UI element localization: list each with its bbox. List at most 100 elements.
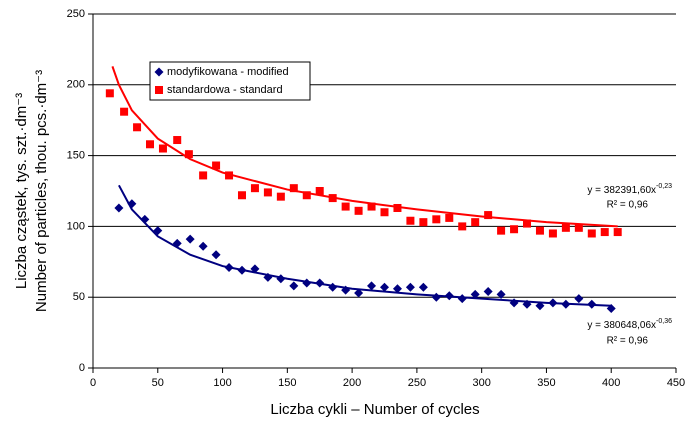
- point: [328, 282, 338, 292]
- point: [613, 228, 622, 237]
- point: [173, 136, 182, 145]
- point: [367, 281, 377, 291]
- point: [496, 289, 506, 299]
- equation-text: y = 380648,06x: [587, 320, 656, 331]
- point: [484, 211, 493, 220]
- point: [211, 250, 221, 260]
- point: [289, 184, 298, 193]
- point: [561, 299, 571, 309]
- point: [457, 294, 467, 304]
- legend-box: [149, 61, 311, 101]
- y-tick-label: 0: [79, 362, 85, 374]
- point: [114, 203, 124, 213]
- point: [172, 238, 182, 248]
- x-axis-label: Liczba cykli – Number of cycles: [270, 401, 479, 418]
- point: [380, 208, 389, 217]
- point: [548, 229, 557, 238]
- point: [587, 299, 597, 309]
- point: [140, 214, 150, 224]
- point: [105, 89, 114, 98]
- legend-label: modyfikowana - modified: [167, 66, 289, 78]
- legend: modyfikowana - modified standardowa - sta…: [149, 61, 311, 101]
- point: [341, 202, 350, 211]
- point: [574, 223, 583, 232]
- y-axis-label: Liczba cząstek, tys. szt.·dm⁻³: [13, 93, 30, 289]
- y-tick-label: 50: [73, 291, 85, 303]
- point: [224, 262, 234, 272]
- point: [483, 287, 493, 297]
- point: [523, 219, 532, 228]
- point: [289, 281, 299, 291]
- x-tick-label: 200: [343, 377, 361, 389]
- point: [302, 278, 312, 288]
- point: [250, 184, 259, 193]
- point: [354, 206, 363, 215]
- point: [418, 282, 428, 292]
- equation: y = 380648,06x-0,36: [587, 318, 672, 331]
- point: [315, 187, 324, 195]
- point: [522, 299, 532, 309]
- point: [199, 171, 208, 180]
- point: [392, 284, 402, 294]
- r-squared: R² = 0,96: [607, 336, 649, 347]
- point: [587, 229, 596, 238]
- point: [548, 298, 558, 308]
- x-tick-label: 350: [537, 377, 555, 389]
- point: [535, 226, 544, 235]
- y-axis-label: Number of particles, thou. pcs.·dm⁻³: [33, 70, 50, 312]
- equation-exponent: -0,36: [656, 318, 672, 325]
- point: [606, 304, 616, 314]
- point: [471, 218, 480, 227]
- point: [470, 289, 480, 299]
- equation-text: y = 382391,60x: [587, 185, 656, 196]
- point: [237, 191, 246, 200]
- point: [419, 218, 428, 227]
- trendline: [118, 184, 612, 307]
- point: [561, 223, 570, 232]
- y-tick-label: 100: [67, 220, 85, 232]
- x-tick-label: 250: [408, 377, 426, 389]
- point: [153, 226, 163, 236]
- r-squared: R² = 0,96: [607, 200, 649, 211]
- point: [237, 265, 247, 275]
- point: [445, 213, 454, 222]
- point: [380, 282, 389, 292]
- point: [276, 192, 285, 201]
- point: [120, 107, 129, 116]
- x-tick-label: 100: [213, 377, 231, 389]
- point: [250, 264, 260, 274]
- point: [198, 241, 208, 251]
- point: [432, 215, 441, 224]
- point: [302, 191, 311, 200]
- point: [315, 278, 325, 288]
- point: [535, 301, 545, 311]
- legend-label: standardowa - standard: [167, 84, 283, 96]
- point: [600, 228, 609, 237]
- legend-marker: [154, 67, 164, 77]
- point: [354, 288, 364, 298]
- point: [185, 234, 195, 244]
- point: [510, 225, 519, 234]
- x-tick-label: 450: [667, 377, 685, 389]
- point: [225, 171, 234, 180]
- point: [184, 150, 193, 159]
- point: [509, 298, 519, 308]
- x-tick-label: 400: [602, 377, 620, 389]
- x-tick-label: 50: [152, 377, 164, 389]
- y-tick-label: 150: [67, 150, 85, 162]
- point: [276, 274, 286, 284]
- point: [133, 123, 142, 132]
- legend-marker: [155, 86, 163, 94]
- point: [431, 292, 441, 302]
- equation: y = 382391,60x-0,23: [587, 183, 672, 196]
- point: [158, 144, 167, 153]
- trendline: [111, 66, 618, 228]
- point: [127, 199, 137, 209]
- point: [574, 294, 584, 304]
- point: [263, 272, 273, 282]
- y-tick-label: 250: [67, 8, 85, 20]
- point: [212, 161, 221, 170]
- equation-exponent: -0,23: [656, 183, 672, 190]
- point: [393, 203, 402, 212]
- point: [405, 282, 415, 292]
